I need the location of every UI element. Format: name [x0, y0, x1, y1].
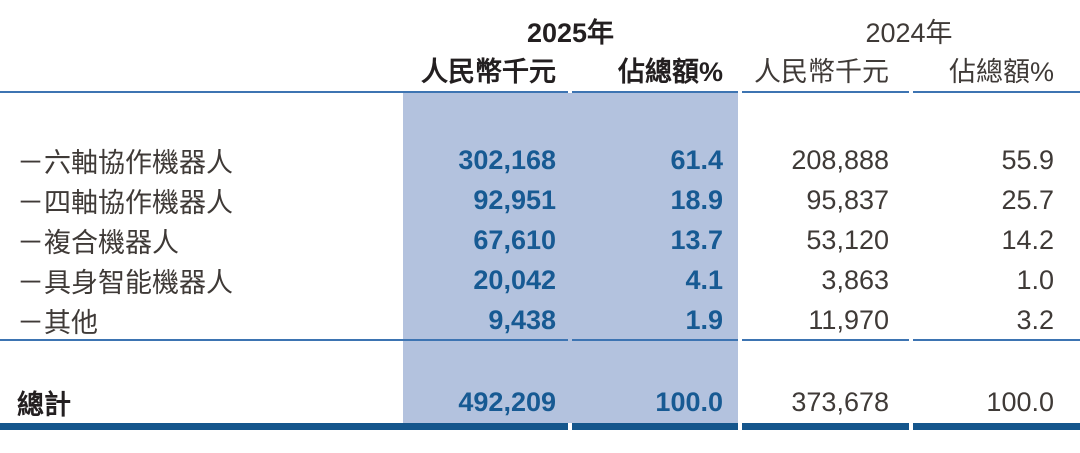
year-header-2024: 2024年 — [865, 18, 953, 48]
year-header-2025: 2025年 — [526, 18, 615, 48]
table-row: －四軸協作機器人 92,951 18.9 95,837 25.7 — [0, 180, 1080, 220]
header-2025-percent: 佔總額% — [617, 56, 723, 87]
percent-2024-cell: 1.0 — [1016, 264, 1054, 295]
total-percent-2025-cell: 100.0 — [655, 386, 723, 417]
amount-2024-cell: 53,120 — [806, 224, 889, 255]
header-2024-percent: 佔總額% — [948, 56, 1054, 87]
total-row: 總計 492,209 100.0 373,678 100.0 — [0, 382, 1080, 422]
mid-rule-segment — [0, 339, 568, 341]
percent-2025-cell: 18.9 — [670, 184, 723, 215]
total-label: 總計 — [17, 389, 71, 420]
top-rule-segment — [572, 91, 738, 93]
table-row: －具身智能機器人 20,042 4.1 3,863 1.0 — [0, 260, 1080, 300]
percent-2024-cell: 3.2 — [1016, 304, 1054, 335]
amount-2025-cell: 302,168 — [458, 144, 556, 175]
row-label: －複合機器人 — [17, 227, 179, 258]
total-percent-2024-cell: 100.0 — [986, 386, 1054, 417]
percent-2025-cell: 4.1 — [685, 264, 723, 295]
percent-2025-cell: 13.7 — [670, 224, 723, 255]
mid-rule-segment — [572, 339, 738, 341]
amount-2024-cell: 3,863 — [821, 264, 889, 295]
percent-2024-cell: 14.2 — [1001, 224, 1054, 255]
percent-2024-cell: 25.7 — [1001, 184, 1054, 215]
amount-2024-cell: 11,970 — [808, 304, 889, 335]
mid-rule-segment — [742, 339, 909, 341]
amount-2024-cell: 95,837 — [806, 184, 889, 215]
total-amount-2025-cell: 492,209 — [458, 386, 556, 417]
row-label: －四軸協作機器人 — [17, 187, 233, 218]
amount-2025-cell: 20,042 — [473, 264, 556, 295]
top-rule-segment — [742, 91, 909, 93]
row-label: －其他 — [17, 307, 98, 338]
total-amount-2024-cell: 373,678 — [791, 386, 889, 417]
bottom-rule-segment — [0, 423, 568, 430]
highlight-2025-columns — [403, 93, 738, 423]
percent-2025-cell: 61.4 — [670, 144, 723, 175]
bottom-rule-segment — [913, 423, 1080, 430]
table-row: －複合機器人 67,610 13.7 53,120 14.2 — [0, 220, 1080, 260]
mid-rule-segment — [913, 339, 1080, 341]
percent-2024-cell: 55.9 — [1001, 144, 1054, 175]
header-2025-amount: 人民幣千元 — [421, 56, 556, 87]
bottom-rule-segment — [742, 423, 909, 430]
top-rule-segment — [0, 91, 568, 93]
amount-2025-cell: 92,951 — [473, 184, 556, 215]
top-rule-segment — [913, 91, 1080, 93]
column-header-row: 人民幣千元 佔總額% 人民幣千元 佔總額% — [0, 49, 1080, 89]
row-label: －六軸協作機器人 — [17, 147, 233, 178]
amount-2024-cell: 208,888 — [791, 144, 889, 175]
bottom-rule-segment — [572, 423, 738, 430]
header-2024-amount: 人民幣千元 — [754, 56, 889, 87]
row-label: －具身智能機器人 — [17, 267, 233, 298]
table-row: －其他 9,438 1.9 11,970 3.2 — [0, 300, 1080, 340]
amount-2025-cell: 67,610 — [473, 224, 556, 255]
table-row: －六軸協作機器人 302,168 61.4 208,888 55.9 — [0, 140, 1080, 180]
percent-2025-cell: 1.9 — [685, 304, 723, 335]
amount-2025-cell: 9,438 — [488, 304, 556, 335]
